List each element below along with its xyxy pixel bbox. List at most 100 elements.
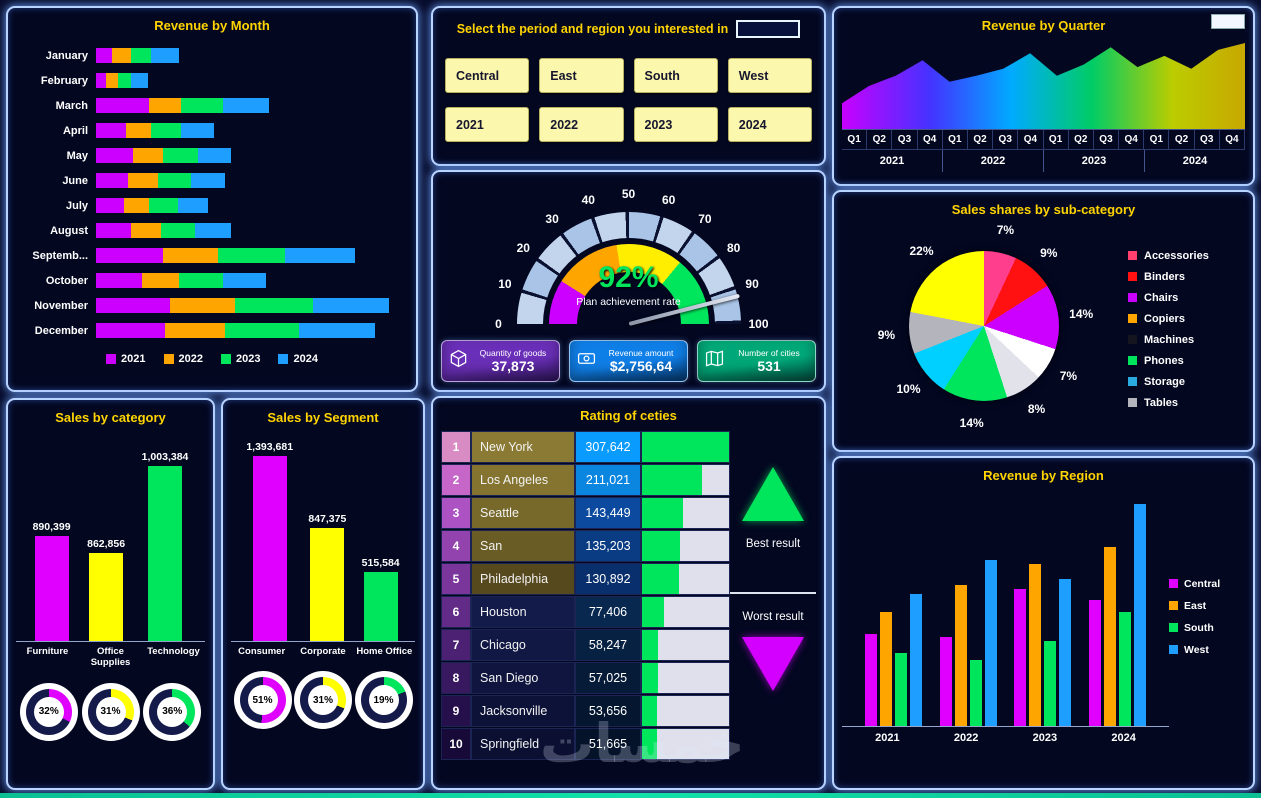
month-label: February bbox=[40, 74, 88, 87]
bar-fill bbox=[642, 564, 679, 594]
pie-label-2: 14% bbox=[1069, 306, 1094, 321]
quarter-cell-q4: Q4 bbox=[917, 130, 943, 150]
slicer-year-2022[interactable]: 2022 bbox=[539, 107, 624, 142]
column-office-supplies: 862,856 bbox=[87, 538, 125, 641]
gauge-tick-40: 40 bbox=[581, 193, 595, 208]
value-cell: 130,892 bbox=[575, 563, 641, 595]
best-result-triangle-icon bbox=[742, 467, 804, 521]
bar-fill bbox=[642, 696, 658, 726]
bar-cell bbox=[641, 530, 730, 562]
bar-segment-2024 bbox=[197, 148, 232, 163]
slicer-region-east[interactable]: East bbox=[539, 58, 624, 93]
segment-donuts: 51% 31% 19% bbox=[231, 671, 415, 730]
bar-fill bbox=[642, 630, 659, 660]
year-cell-2022: 2022 bbox=[943, 150, 1044, 172]
quarter-year-axis: 2021 2022 2023 2024 bbox=[842, 150, 1245, 172]
legend-label: Copiers bbox=[1144, 312, 1185, 325]
bar-segment-2023 bbox=[158, 173, 191, 188]
legend-swatch bbox=[1169, 579, 1178, 588]
legend-label: Central bbox=[1184, 577, 1221, 590]
slicer-region-central[interactable]: Central bbox=[445, 58, 530, 93]
column-technology: 1,003,384 bbox=[141, 451, 189, 641]
legend-item-2024: 2024 bbox=[278, 353, 318, 365]
month-stacked-bar-chart: January February March April May June July Augu… bbox=[16, 43, 408, 343]
month-bar bbox=[96, 248, 408, 263]
bar-segment-2022 bbox=[142, 273, 180, 288]
gauge-tick-80: 80 bbox=[727, 240, 741, 255]
month-chart-legend: 2021 2022 2023 2024 bbox=[16, 353, 408, 365]
legend-label: Tables bbox=[1144, 396, 1179, 409]
panel-rating-of-cities: Rating of ceties 1 New York 307,642 2 Los An… bbox=[431, 396, 826, 790]
donut-value: 19% bbox=[368, 685, 399, 716]
slicer-year-2021[interactable]: 2021 bbox=[445, 107, 530, 142]
panel-sales-by-segment: Sales by Segment 1,393,681 847,375 515,584… bbox=[221, 398, 425, 790]
rating-table: 1 New York 307,642 2 Los Angeles 211,021 3 Seat… bbox=[441, 431, 730, 761]
bar-segment-2021 bbox=[96, 248, 163, 263]
slicer-year-2024[interactable]: 2024 bbox=[727, 107, 812, 142]
pie-label-3: 7% bbox=[1059, 368, 1078, 383]
legend-item-west: West bbox=[1169, 644, 1245, 656]
quarter-cell-q3: Q3 bbox=[1093, 130, 1120, 150]
bar-segment-2024 bbox=[177, 198, 208, 213]
value-cell: 211,021 bbox=[575, 464, 641, 496]
month-label: December bbox=[34, 324, 88, 337]
bar bbox=[252, 456, 287, 641]
value-cell: 143,449 bbox=[575, 497, 641, 529]
month-row-december: December bbox=[16, 318, 408, 343]
month-label: May bbox=[66, 149, 88, 162]
quarter-cell-q2: Q2 bbox=[1068, 130, 1094, 150]
kpi-value: $2,756,64 bbox=[609, 358, 673, 374]
slicer-search-input[interactable] bbox=[736, 20, 801, 38]
rank-cell: 5 bbox=[441, 563, 471, 595]
bar-value: 1,003,384 bbox=[141, 451, 189, 463]
legend-swatch bbox=[106, 354, 117, 364]
slicer-region-south[interactable]: South bbox=[633, 58, 718, 93]
column-home-office: 515,584 bbox=[362, 557, 400, 641]
legend-label: 2021 bbox=[121, 353, 146, 365]
quarter-cell-q4: Q4 bbox=[1119, 130, 1145, 150]
sales-by-segment-title: Sales by Segment bbox=[267, 410, 379, 425]
clear-filter-box[interactable] bbox=[1211, 14, 1245, 29]
segment-column-chart: 1,393,681 847,375 515,584 bbox=[231, 433, 415, 641]
quarter-cell-q3: Q3 bbox=[993, 130, 1019, 150]
bar-cell bbox=[641, 629, 730, 661]
panel-sales-shares: Sales shares by sub-category 7% 9% 14% 7% 8%… bbox=[832, 190, 1255, 452]
column-furniture: 890,399 bbox=[33, 521, 71, 641]
kpi-texts: Revenue amount $2,756,64 bbox=[602, 348, 680, 374]
month-bar bbox=[96, 98, 408, 113]
slicer-region-west[interactable]: West bbox=[727, 58, 812, 93]
value-cell: 307,642 bbox=[575, 431, 641, 463]
table-row-san: 4 San 135,203 bbox=[441, 530, 730, 562]
gauge-tick-100: 100 bbox=[748, 317, 769, 331]
gauge-tick-10: 10 bbox=[498, 276, 512, 291]
bar-segment-2024 bbox=[223, 98, 270, 113]
city-cell: Los Angeles bbox=[471, 464, 575, 496]
quarter-cell-q3: Q3 bbox=[1194, 130, 1220, 150]
bar-segment-2024 bbox=[285, 248, 355, 263]
column-central-2023 bbox=[1014, 589, 1027, 726]
slicer-year-2023[interactable]: 2023 bbox=[633, 107, 718, 142]
legend-swatch bbox=[1128, 398, 1137, 407]
month-row-february: February bbox=[16, 68, 408, 93]
month-label: January bbox=[45, 49, 88, 62]
revenue-by-month-title: Revenue by Month bbox=[154, 18, 270, 33]
gauge-tick-30: 30 bbox=[545, 211, 559, 226]
legend-swatch bbox=[1128, 293, 1137, 302]
kpi-texts: Number of cities 531 bbox=[730, 348, 808, 374]
legend-swatch bbox=[1169, 601, 1178, 610]
pie-label-1: 9% bbox=[1040, 245, 1058, 260]
bottom-strip bbox=[0, 793, 1261, 798]
bar-segment-2024 bbox=[299, 323, 376, 338]
quarter-cell-q2: Q2 bbox=[1169, 130, 1195, 150]
legend-swatch bbox=[163, 354, 174, 364]
bar-category-corporate: Corporate bbox=[300, 646, 346, 657]
bar-segment-2023 bbox=[130, 48, 152, 63]
rating-side-column: Best result Worst result bbox=[730, 431, 816, 761]
map-icon bbox=[705, 349, 724, 373]
bar-fill bbox=[642, 498, 683, 528]
bar-value: 515,584 bbox=[361, 557, 400, 569]
month-row-november: November bbox=[16, 293, 408, 318]
gauge-tick-0: 0 bbox=[495, 317, 502, 331]
rank-cell: 7 bbox=[441, 629, 471, 661]
legend-item-south: South bbox=[1169, 622, 1245, 634]
